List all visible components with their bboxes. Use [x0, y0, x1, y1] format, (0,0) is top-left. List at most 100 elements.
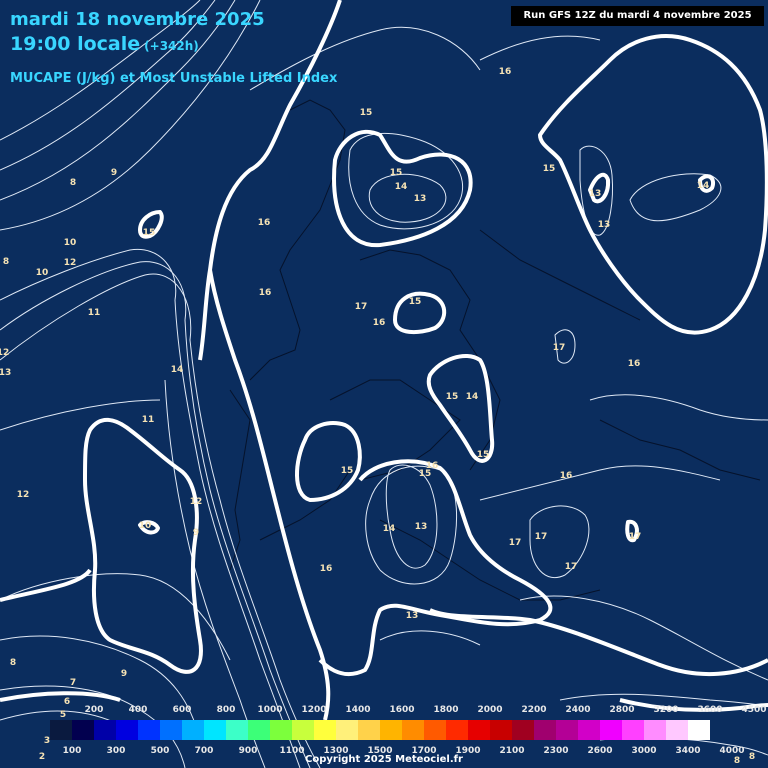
isoline-thin: [368, 173, 447, 223]
isoline-thick: [0, 568, 92, 602]
colorbar-swatch: [402, 720, 424, 740]
isoline-thin: [0, 573, 231, 661]
coastlines: [229, 99, 761, 601]
isoline-value-label: 17: [564, 562, 578, 572]
isoline-thick: [198, 0, 342, 361]
colorbar-top-label: 1400: [345, 705, 371, 715]
colorbar-bottom-label: 2100: [499, 746, 525, 756]
isoline-value-label: 7: [69, 678, 77, 688]
isoline-thin: [529, 505, 590, 578]
isoline-thin: [0, 0, 236, 201]
isoline-thin: [554, 329, 576, 364]
isoline-value-label: 9: [192, 528, 200, 538]
colorbar-top-label: 1800: [433, 705, 459, 715]
isoline-value-label: 16: [425, 461, 439, 471]
isoline-value-label: 2: [38, 752, 46, 762]
isoline-thick: [619, 698, 768, 712]
isoline-value-label: 13: [588, 189, 602, 199]
run-info: Run GFS 12Z du mardi 4 novembre 2025: [511, 6, 764, 26]
isoline-thin: [0, 635, 201, 741]
colorbar-swatch: [270, 720, 292, 740]
isoline-value-label: 15: [389, 168, 403, 178]
isoline-value-label: 16: [257, 218, 271, 228]
colorbar-top-label: 200: [84, 705, 104, 715]
colorbar-swatch: [94, 720, 116, 740]
colorbar-top-label: 2800: [609, 705, 635, 715]
colorbar-top-label: 2400: [565, 705, 591, 715]
colorbar-bottom-label: 1100: [279, 746, 305, 756]
isoline-value-label: 14: [394, 182, 408, 192]
colorbar-swatch: [534, 720, 556, 740]
isoline-value-label: 14: [696, 181, 710, 191]
colorbar-bottom-label: 2600: [587, 746, 613, 756]
colorbar-bottom-label: 2300: [543, 746, 569, 756]
isoline-thick: [318, 459, 553, 677]
colorbar-top-label: 2200: [521, 705, 547, 715]
isoline-value-label: 13: [414, 522, 428, 532]
colorbar-swatch: [116, 720, 138, 740]
colorbar-swatch: [204, 720, 226, 740]
isoline-thin: [629, 173, 722, 222]
colorbar-bottom-label: 100: [62, 746, 82, 756]
colorbar-swatch: [556, 720, 578, 740]
colorbar-top-label: 600: [172, 705, 192, 715]
isoline-value-label: 8: [2, 257, 10, 267]
isoline-thick: [588, 172, 611, 204]
colorbar-top-label: 2000: [477, 705, 503, 715]
isoline-thin: [519, 595, 768, 681]
colorbar-swatch: [226, 720, 248, 740]
isoline-thick: [0, 691, 121, 702]
isoline-value-label: 12: [189, 497, 203, 507]
colorbar-top-label: 400: [128, 705, 148, 715]
isoline-value-label: 15: [359, 108, 373, 118]
baltic-coast: [479, 229, 641, 321]
isoline-thin: [579, 145, 613, 236]
isoline-value-label: 15: [445, 392, 459, 402]
isoline-thin: [479, 465, 721, 501]
isoline-thick: [138, 210, 164, 239]
isoline-value-label: 14: [465, 392, 479, 402]
colorbar-swatch: [468, 720, 490, 740]
colorbar-swatch: [182, 720, 204, 740]
isoline-value-label: 13: [413, 194, 427, 204]
isoline-value-label: 6: [63, 697, 71, 707]
isoline-value-label: 16: [372, 318, 386, 328]
colorbar-bottom-label: 700: [194, 746, 214, 756]
isoline-value-label: 15: [340, 466, 354, 476]
isoline-value-label: 13: [597, 220, 611, 230]
colorbar-swatch: [600, 720, 622, 740]
isoline-value-label: 14: [382, 524, 396, 534]
isoline-thin: [589, 394, 768, 421]
isoline-thick: [138, 520, 160, 535]
map-time: 19:00 locale (+342h): [10, 33, 199, 55]
mediterranean-coast: [379, 519, 601, 601]
isoline-value-label: 12: [63, 258, 77, 268]
isoline-value-label: 15: [142, 228, 156, 238]
isoline-value-label: 15: [542, 164, 556, 174]
colorbar-bottom-label: 3000: [631, 746, 657, 756]
isoline-thin: [0, 399, 161, 431]
colorbar-bottom-label: 300: [106, 746, 126, 756]
isoline-value-label: 13: [0, 368, 12, 378]
colorbar-swatch: [622, 720, 644, 740]
colorbar-swatch: [512, 720, 534, 740]
isoline-value-label: 16: [559, 471, 573, 481]
colorbar-bottom-label: 900: [238, 746, 258, 756]
isoline-thick: [295, 421, 362, 502]
colorbar-top-label: 1600: [389, 705, 415, 715]
isoline-value-label: 17: [628, 532, 642, 542]
british-isles-coast: [249, 99, 346, 381]
colorbar-swatch: [248, 720, 270, 740]
isoline-thin: [348, 132, 464, 230]
colorbar-bottom-label: 4000: [719, 746, 745, 756]
colorbar-swatch: [644, 720, 666, 740]
colorbar-swatch: [380, 720, 402, 740]
isoline-thin: [379, 630, 481, 646]
colorbar-top-label: 1000: [257, 705, 283, 715]
colorbar-swatch: [138, 720, 160, 740]
isoline-value-label: 9: [110, 168, 118, 178]
isoline-value-label: 14: [170, 365, 184, 375]
isoline-thin: [0, 0, 201, 141]
